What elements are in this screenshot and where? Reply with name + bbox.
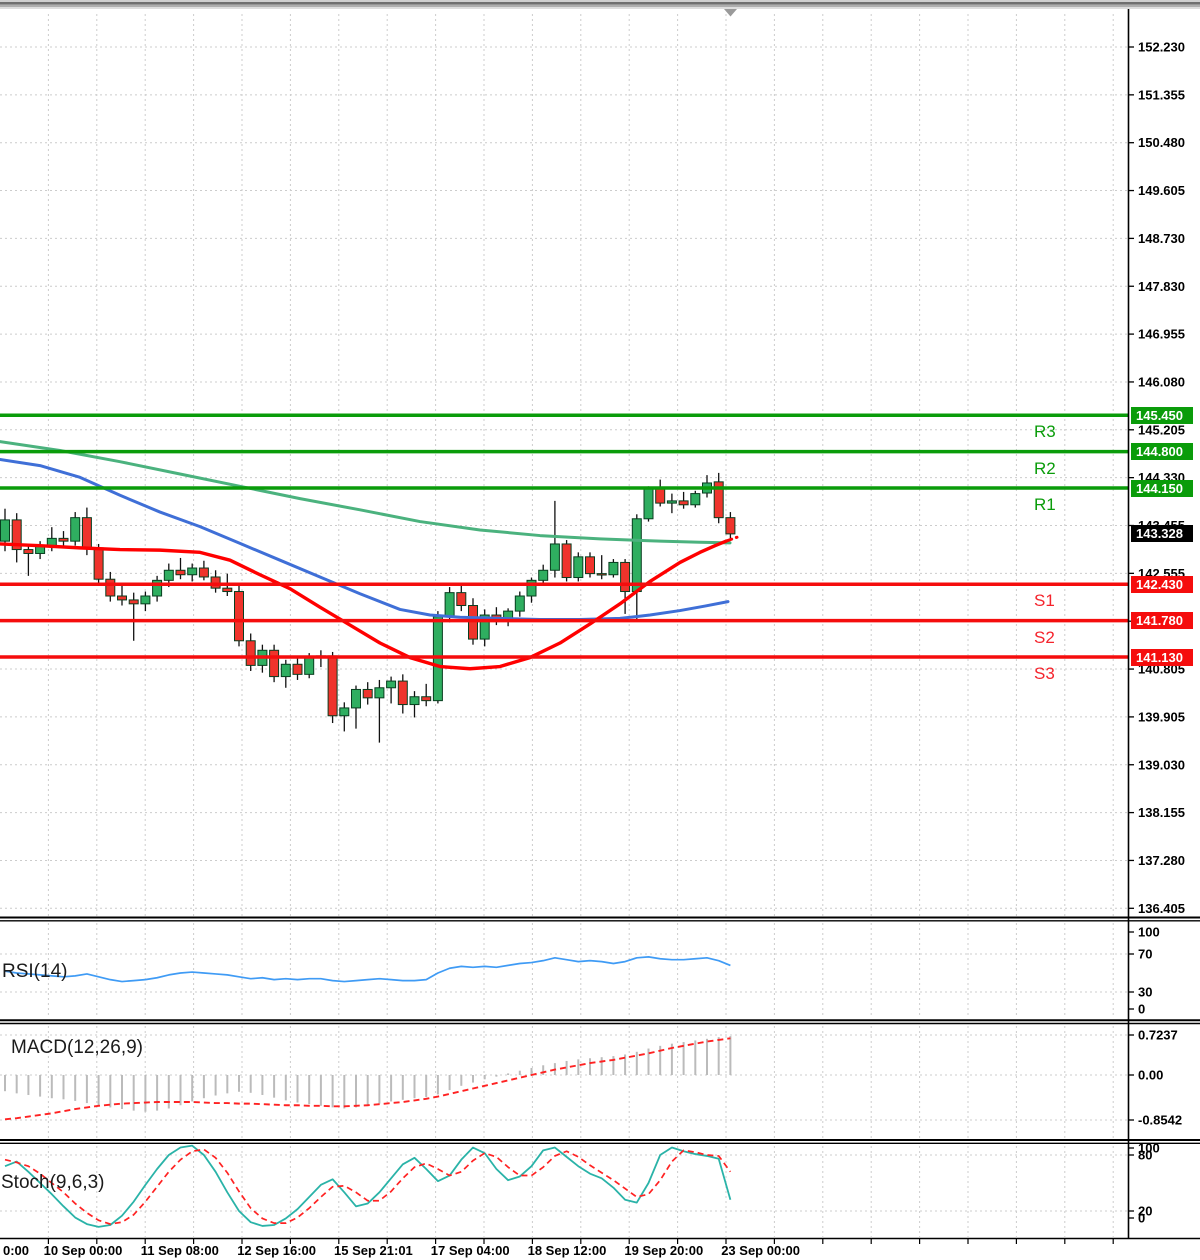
svg-text:11 Sep 08:00: 11 Sep 08:00 [141, 1243, 219, 1258]
svg-text:0: 0 [1138, 1002, 1145, 1017]
svg-text:100: 100 [1138, 1141, 1160, 1156]
pivot-levels [0, 413, 1128, 659]
ma-mid-blue [0, 457, 730, 622]
svg-text:23 Sep 00:00: 23 Sep 00:00 [721, 1243, 800, 1258]
svg-text:10 Sep 00:00: 10 Sep 00:00 [44, 1243, 123, 1258]
svg-text:145.205: 145.205 [1138, 422, 1185, 437]
svg-text:136.405: 136.405 [1138, 901, 1185, 916]
svg-text:146.080: 146.080 [1138, 374, 1185, 389]
svg-text:147.830: 147.830 [1138, 279, 1185, 294]
svg-text:152.230: 152.230 [1138, 40, 1185, 55]
rsi-pane-title: RSI(14) [2, 961, 68, 982]
price-tag-s1: 142.430 [1131, 576, 1193, 593]
svg-text:0.00: 0.00 [1138, 1068, 1163, 1083]
resistance-label-r2: R2 [1034, 459, 1056, 478]
support-label-s3: S3 [1034, 664, 1055, 683]
svg-text:0.7237: 0.7237 [1138, 1028, 1178, 1043]
svg-text:138.155: 138.155 [1138, 805, 1185, 820]
price-tag-current: 143.328 [1131, 525, 1193, 542]
svg-text:18 Sep 12:00: 18 Sep 12:00 [528, 1243, 607, 1258]
svg-text:70: 70 [1138, 947, 1152, 962]
svg-text:15 Sep 21:01: 15 Sep 21:01 [334, 1243, 413, 1258]
price-tag-r2: 144.800 [1131, 443, 1193, 460]
resistance-label-r3: R3 [1034, 422, 1056, 441]
candlesticks [0, 472, 736, 743]
macd-plot [4, 1036, 732, 1121]
price-tag-s3: 141.130 [1131, 649, 1193, 666]
svg-text:137.280: 137.280 [1138, 853, 1185, 868]
price-tag-s2: 141.780 [1131, 612, 1193, 629]
svg-text:139.030: 139.030 [1138, 757, 1185, 772]
support-label-s2: S2 [1034, 628, 1055, 647]
support-label-s1: S1 [1034, 591, 1055, 610]
chart-frame [0, 9, 1200, 1240]
price-tag-r3: 145.450 [1131, 407, 1193, 424]
svg-text:17 Sep 04:00: 17 Sep 04:00 [431, 1243, 510, 1258]
svg-text:12 Sep 16:00: 12 Sep 16:00 [237, 1243, 316, 1258]
ma-fast-red [0, 539, 728, 671]
macd-pane-title: MACD(12,26,9) [11, 1037, 143, 1058]
stochastic-plot [4, 1144, 732, 1228]
ma-slow-green [0, 440, 732, 545]
horizontal-scrollbar[interactable] [0, 0, 1200, 17]
svg-text:-0.8542: -0.8542 [1138, 1113, 1182, 1128]
svg-text:20: 20 [1138, 1204, 1152, 1219]
scroll-position-marker-icon [724, 9, 737, 17]
time-axis: 0:00 10 Sep 00:00 11 Sep 08:00 12 Sep 16:00… [3, 1238, 1114, 1258]
svg-text:100: 100 [1138, 925, 1160, 940]
svg-text:30: 30 [1138, 985, 1152, 1000]
price-tag-r1: 144.150 [1131, 480, 1193, 497]
svg-text:19 Sep 20:00: 19 Sep 20:00 [624, 1243, 703, 1258]
svg-text:151.355: 151.355 [1138, 87, 1185, 102]
moving-averages [0, 440, 739, 671]
svg-text:139.905: 139.905 [1138, 709, 1185, 724]
svg-text:146.955: 146.955 [1138, 327, 1185, 342]
svg-text:0:00: 0:00 [3, 1243, 29, 1258]
grid-lines [0, 14, 1128, 1237]
resistance-label-r1: R1 [1034, 495, 1056, 514]
svg-text:80: 80 [1138, 1148, 1152, 1163]
svg-text:0: 0 [1138, 1211, 1145, 1226]
ma-fast-red-projection [724, 535, 739, 543]
stoch-pane-title: Stoch(9,6,3) [1, 1172, 105, 1193]
svg-text:148.730: 148.730 [1138, 231, 1185, 246]
price-axis: 152.230 151.355 150.480 149.605 148.730 147.8… [1128, 40, 1185, 916]
svg-text:150.480: 150.480 [1138, 135, 1185, 150]
svg-text:149.605: 149.605 [1138, 183, 1185, 198]
rsi-plot [4, 955, 731, 983]
